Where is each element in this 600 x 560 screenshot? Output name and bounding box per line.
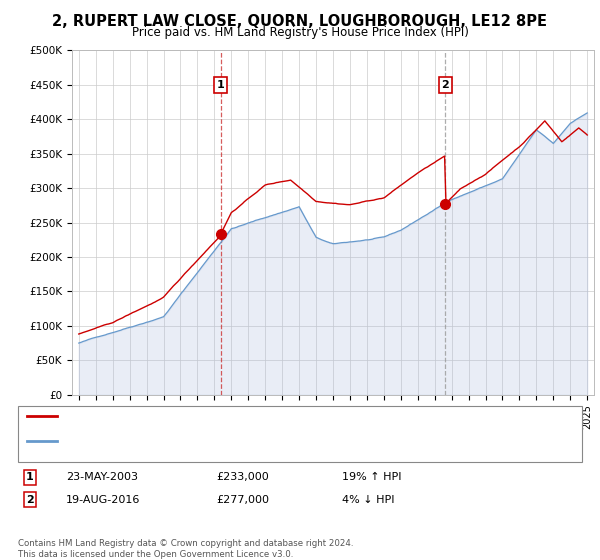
Text: 2, RUPERT LAW CLOSE, QUORN, LOUGHBOROUGH, LE12 8PE (detached house): 2, RUPERT LAW CLOSE, QUORN, LOUGHBOROUGH… — [60, 410, 469, 421]
Text: 1: 1 — [26, 472, 34, 482]
Text: 23-MAY-2003: 23-MAY-2003 — [66, 472, 138, 482]
Text: £277,000: £277,000 — [216, 494, 269, 505]
Text: 2: 2 — [442, 80, 449, 90]
Text: 1: 1 — [217, 80, 224, 90]
Text: Price paid vs. HM Land Registry's House Price Index (HPI): Price paid vs. HM Land Registry's House … — [131, 26, 469, 39]
Text: 19-AUG-2016: 19-AUG-2016 — [66, 494, 140, 505]
Text: 19% ↑ HPI: 19% ↑ HPI — [342, 472, 401, 482]
Text: 4% ↓ HPI: 4% ↓ HPI — [342, 494, 395, 505]
Text: Contains HM Land Registry data © Crown copyright and database right 2024.
This d: Contains HM Land Registry data © Crown c… — [18, 539, 353, 559]
Text: 2, RUPERT LAW CLOSE, QUORN, LOUGHBOROUGH, LE12 8PE: 2, RUPERT LAW CLOSE, QUORN, LOUGHBOROUGH… — [53, 14, 548, 29]
Text: HPI: Average price, detached house, Charnwood: HPI: Average price, detached house, Char… — [60, 436, 312, 446]
Text: £233,000: £233,000 — [216, 472, 269, 482]
Text: 2: 2 — [26, 494, 34, 505]
